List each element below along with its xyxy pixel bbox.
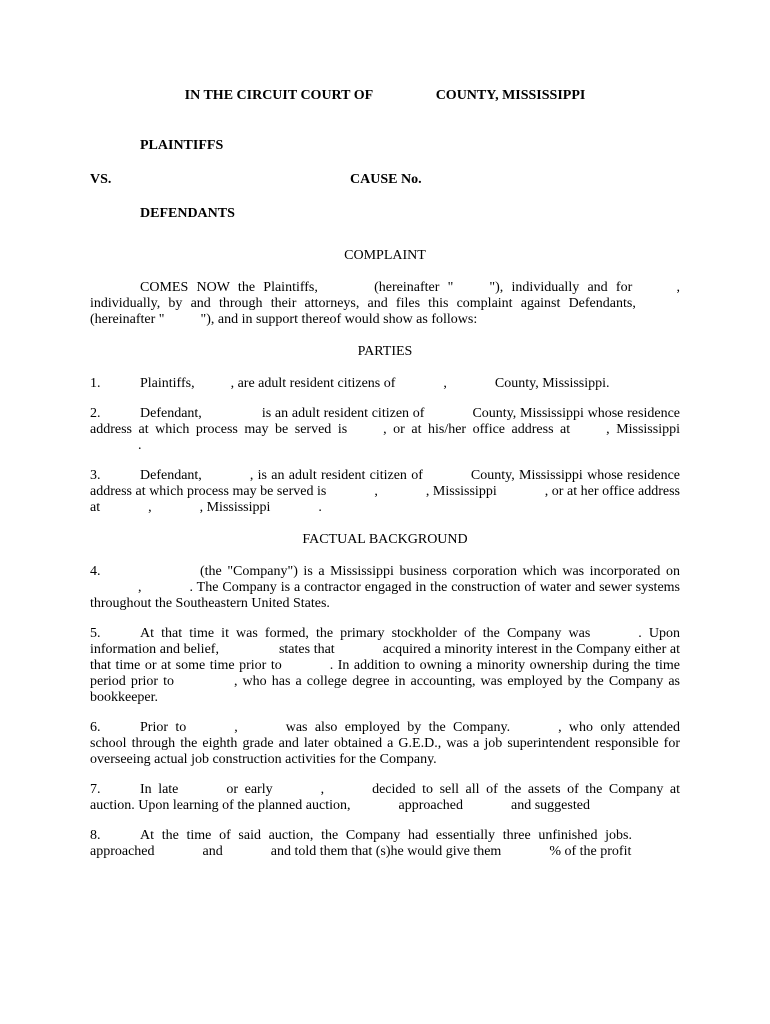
intro-text: (hereinafter ": [90, 312, 165, 327]
complaint-title: COMPLAINT: [90, 248, 680, 264]
para-text: ,: [321, 782, 325, 797]
case-caption: PLAINTIFFS VS. CAUSE No. DEFENDANTS: [90, 138, 680, 222]
plaintiffs-label: PLAINTIFFS: [90, 138, 680, 154]
para-text: ,: [234, 720, 238, 735]
para-number: 6.: [90, 720, 140, 736]
para-text: County, Mississippi.: [495, 376, 610, 391]
paragraph-5: 5.At that time it was formed, the primar…: [90, 626, 680, 706]
para-text: At the time of said auction, the Company…: [140, 828, 632, 843]
para-number: 3.: [90, 468, 140, 484]
para-number: 7.: [90, 782, 140, 798]
paragraph-2: 2.Defendant, is an adult resident citizen…: [90, 406, 680, 454]
paragraph-7: 7.In late or early,decided to sell all of…: [90, 782, 680, 814]
para-text: , is an adult resident citizen of: [250, 468, 423, 483]
para-text: Defendant,: [140, 406, 202, 421]
para-text: Defendant,: [140, 468, 202, 483]
para-text: decided to sell all of the assets of the…: [90, 782, 680, 813]
para-text: (the "Company") is a Mississippi busines…: [200, 564, 680, 579]
court-suffix: COUNTY, MISSISSIPPI: [436, 88, 586, 103]
para-text: At that time it was formed, the primary …: [140, 626, 590, 641]
para-number: 2.: [90, 406, 140, 422]
para-text: .: [318, 500, 322, 515]
intro-text: "), and in support thereof would show as…: [201, 312, 478, 327]
vs-cause-line: VS. CAUSE No.: [90, 172, 680, 188]
intro-text: COMES NOW the Plaintiffs,: [140, 280, 318, 295]
factual-title: FACTUAL BACKGROUND: [90, 532, 680, 548]
para-number: 1.: [90, 376, 140, 392]
cause-label: CAUSE No.: [350, 172, 422, 188]
para-text: approached: [398, 798, 463, 813]
para-text: . The Company is a contractor engaged in…: [90, 580, 680, 611]
intro-text: "), individually and for: [489, 280, 632, 295]
para-text: Plaintiffs,: [140, 376, 195, 391]
para-number: 5.: [90, 626, 140, 642]
para-number: 8.: [90, 828, 140, 844]
document-page: IN THE CIRCUIT COURT OF COUNTY, MISSISSI…: [0, 0, 770, 914]
intro-paragraph: COMES NOW the Plaintiffs, (hereinafter "…: [90, 280, 680, 328]
para-number: 4.: [90, 564, 140, 580]
para-text: Prior to: [140, 720, 186, 735]
para-text: ,: [443, 376, 447, 391]
para-text: ,: [606, 422, 610, 437]
para-text: states that: [279, 642, 335, 657]
para-text: and suggested: [511, 798, 590, 813]
paragraph-3: 3.Defendant, , is an adult resident citiz…: [90, 468, 680, 516]
para-text: ,: [374, 484, 378, 499]
para-text: , who has a college degree in accounting…: [90, 674, 680, 705]
court-prefix: IN THE CIRCUIT COURT OF: [185, 88, 373, 103]
vs-label: VS.: [90, 172, 350, 188]
para-text: , Mississippi: [200, 500, 271, 515]
para-text: In late: [140, 782, 178, 797]
para-text: .: [138, 438, 142, 453]
para-text: % of the profit: [549, 844, 631, 859]
para-text: approached: [90, 844, 155, 859]
intro-text: individually, by and through their attor…: [90, 296, 636, 311]
court-heading: IN THE CIRCUIT COURT OF COUNTY, MISSISSI…: [90, 88, 680, 104]
para-text: was also employed by the Company.: [286, 720, 510, 735]
paragraph-4: 4. (the "Company") is a Mississippi busin…: [90, 564, 680, 612]
para-text: is an adult resident citizen of: [262, 406, 425, 421]
para-text: ,: [138, 580, 142, 595]
para-text: , are adult resident citizens of: [231, 376, 396, 391]
para-text: or early: [226, 782, 272, 797]
para-text: , or at his/her office address at: [383, 422, 570, 437]
para-text: ,: [148, 500, 152, 515]
intro-text: (hereinafter ": [374, 280, 453, 295]
para-text: and told them that (s)he would give them: [271, 844, 502, 859]
para-text: , Mississippi: [426, 484, 497, 499]
defendants-label: DEFENDANTS: [90, 206, 680, 222]
para-text: and: [203, 844, 223, 859]
intro-text: ,: [677, 280, 681, 295]
paragraph-6: 6.Prior to, was also employed by the Comp…: [90, 720, 680, 768]
para-text: Mississippi: [616, 422, 680, 437]
parties-title: PARTIES: [90, 344, 680, 360]
paragraph-8: 8.At the time of said auction, the Compa…: [90, 828, 680, 860]
paragraph-1: 1.Plaintiffs, , are adult resident citize…: [90, 376, 680, 392]
